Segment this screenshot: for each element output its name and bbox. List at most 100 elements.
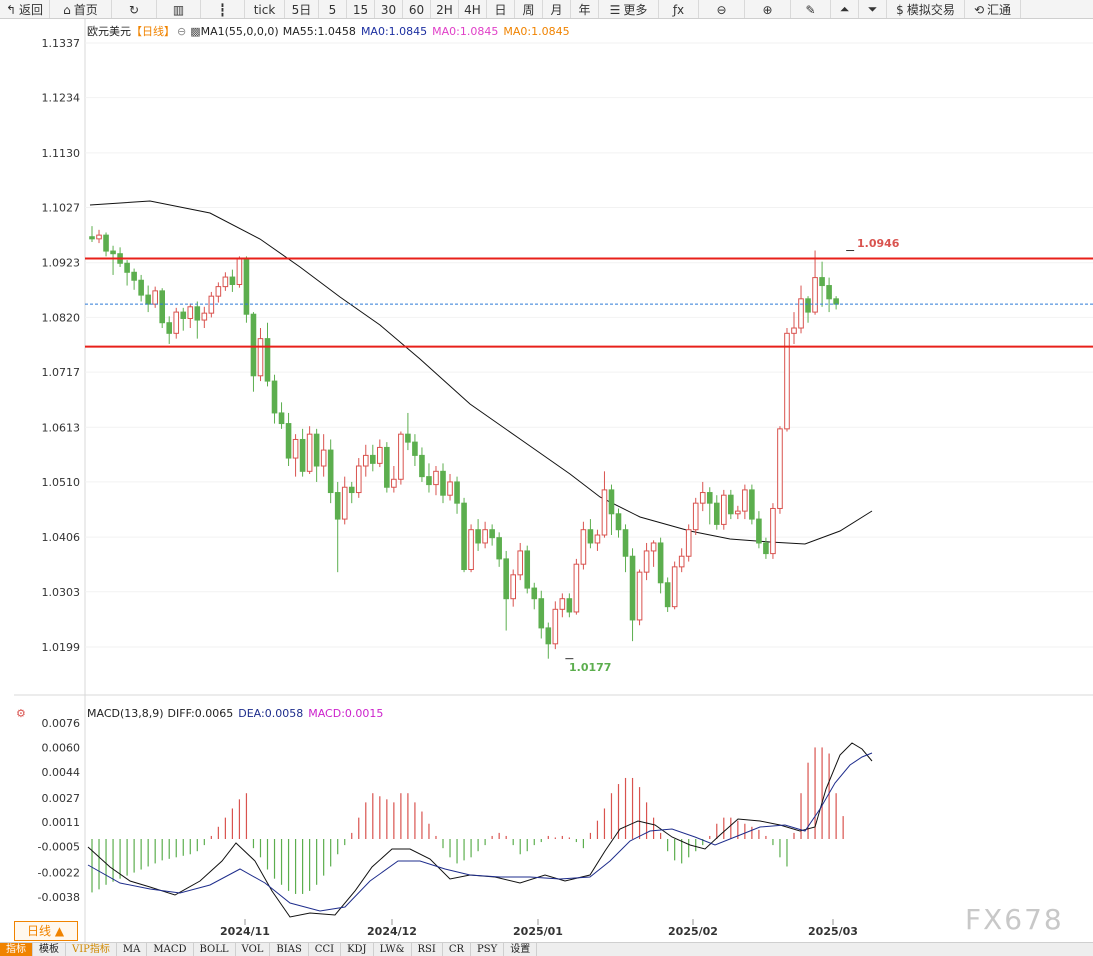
tab-vip-indicator[interactable]: VIP指标 [66,943,117,956]
candle-body [826,285,832,300]
draw-button[interactable]: ✎ [791,0,831,18]
zoom-in-button[interactable]: ⊕ [745,0,791,18]
candlestick [749,484,755,525]
candlestick [440,463,446,504]
kline-chart[interactable]: 1.1337 1.1234 1.1130 1.1027 1.0923 1.0820 1.07… [0,19,1093,942]
tab-lwr[interactable]: LW& [374,943,412,956]
candlestick [615,508,622,538]
candle-body [531,587,538,600]
candlestick [763,537,769,559]
candlestick [482,521,488,549]
down-triangle-icon: ⏷ [867,2,878,16]
date-tick-label: 2024/12 [367,925,417,938]
zoom-out-button[interactable]: ⊖ [699,0,745,18]
sim-trade-button[interactable]: $ 模拟交易 [887,0,965,18]
candle-body [398,433,404,480]
tab-rsi[interactable]: RSI [412,943,443,956]
tab-kdj[interactable]: KDJ [341,943,374,956]
date-tick-label: 2024/11 [220,925,270,938]
candlestick [173,307,180,339]
candle-body [699,492,706,504]
tab-macd[interactable]: MACD [147,943,194,956]
tab-ma[interactable]: MA [117,943,148,956]
period-5day-button[interactable]: 5日 [285,0,319,18]
candle-body [215,286,222,297]
tab-indicator[interactable]: 指标 [0,943,33,956]
candle-body [475,529,481,544]
candlestick [306,426,313,474]
tab-boll[interactable]: BOLL [194,943,236,956]
indicator-tab-bar: 指标 模板 VIP指标 MA MACD BOLL VOL BIAS CCI KDJ LW& RSI CR… [0,942,1093,956]
high-price-label: 1.0946 [857,237,900,250]
candlestick [391,466,397,493]
home-button[interactable]: ⌂ 首页 [50,0,112,18]
period-month-button-label: 月 [550,3,563,17]
macd-tick-label: 0.0076 [42,717,81,730]
candle-body [468,529,474,571]
candlestick [503,550,509,631]
tab-cci[interactable]: CCI [309,943,342,956]
formula-button[interactable]: ƒx [659,0,699,18]
tab-psy[interactable]: PSY [471,943,505,956]
candlestick [629,548,636,642]
tab-bias[interactable]: BIAS [270,943,309,956]
period-year-button[interactable]: 年 [571,0,599,18]
period-2h-button[interactable]: 2H [431,0,459,18]
candlestick-type-button[interactable]: ┇ [201,0,245,18]
period-30m-button[interactable]: 30 [375,0,403,18]
candle-body [124,262,130,273]
tab-settings[interactable]: 设置 [504,943,538,956]
up-arrow-button[interactable]: ⏶ [831,0,859,18]
candle-body [742,489,748,512]
macd-tick-label: -0.0022 [38,867,80,880]
candle-body [103,234,109,252]
macd-settings-icon[interactable]: ⚙ [16,707,26,720]
candlestick [264,322,271,387]
candle-body [250,313,257,377]
period-15m-button[interactable]: 15 [347,0,375,18]
indicator-toggle-button[interactable]: ▥ [157,0,201,18]
candle-body [187,306,194,319]
period-4h-button[interactable]: 4H [459,0,487,18]
tick-button[interactable]: tick [245,0,285,18]
candle-body [496,537,502,560]
candlestick [454,476,460,514]
back-button[interactable]: ↰ 返回 [0,0,50,18]
candle-body [362,454,369,467]
candlestick [341,476,348,525]
candlestick [433,466,439,496]
watermark: FX678 [965,903,1064,936]
legend-ma-icon: ▩ [190,25,200,38]
refresh-button[interactable]: ↻ [112,0,157,18]
candlestick [685,524,692,562]
period-30m-button-label: 30 [380,2,397,17]
period-month-button[interactable]: 月 [543,0,571,18]
candle-body [299,438,306,472]
tab-cr[interactable]: CR [443,943,472,956]
candlestick [180,307,187,331]
price-tick-label: 1.0820 [42,311,81,324]
candlestick [545,622,552,659]
candlestick [678,548,685,573]
exchange-button[interactable]: ⟲ 汇通 [965,0,1021,18]
candlestick [285,412,292,467]
period-60m-button[interactable]: 60 [403,0,431,18]
candle-body [657,542,664,584]
period-selector[interactable]: 日线 ▲ [14,921,78,941]
candlestick [692,497,699,536]
candle-body [278,412,285,425]
legend-settings-icon: ⊖ [177,25,186,38]
candle-body [447,481,453,496]
period-week-button[interactable]: 周 [515,0,543,18]
period-5m-button[interactable]: 5 [319,0,347,18]
period-day-button[interactable]: 日 [487,0,515,18]
candlestick [573,558,580,615]
tab-template[interactable]: 模板 [33,943,66,956]
tab-vol[interactable]: VOL [236,943,271,956]
more-button[interactable]: ☰ 更多 [599,0,659,18]
macd-legend-diff: DIFF:0.0065 [168,707,234,720]
candlestick [559,593,566,618]
candlestick [348,481,355,504]
candle-body [138,279,144,296]
down-arrow-button[interactable]: ⏷ [859,0,887,18]
